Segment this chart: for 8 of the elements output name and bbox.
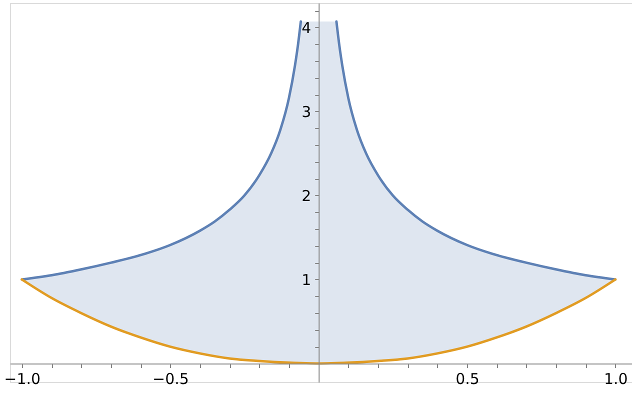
y-tick-label: 3 [302, 102, 312, 121]
y-tick-label: 2 [302, 186, 312, 205]
x-tick-label: 0.5 [456, 370, 480, 388]
x-tick-label: 1.0 [604, 370, 628, 388]
y-tick-label: 4 [302, 18, 312, 37]
x-tick-label: −0.5 [152, 370, 189, 388]
x-tick-label: −1.0 [4, 370, 41, 388]
y-tick-label: 1 [302, 270, 312, 289]
